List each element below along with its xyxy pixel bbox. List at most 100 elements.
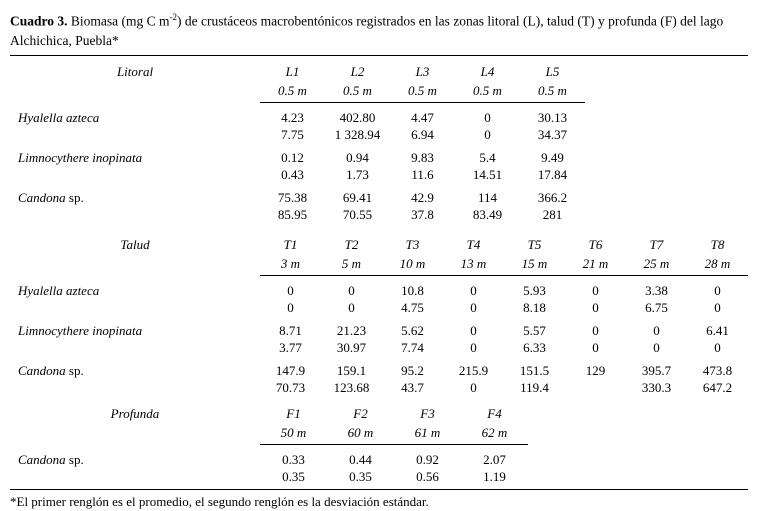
value-cell: 70.73 [275, 379, 306, 395]
value-cell: 0 [592, 322, 599, 338]
value-cell: 473.8 [702, 362, 733, 378]
value-cell: 0 [714, 299, 721, 315]
value-cell: 402.80 [339, 109, 376, 125]
spacer-cell [10, 166, 260, 183]
spacer-cell [10, 424, 260, 445]
value-cell: 2.07 [483, 451, 506, 467]
value-cell: 129 [585, 362, 606, 378]
station-header: T3 [405, 236, 420, 252]
section-title: Talud [120, 236, 150, 252]
value-cell: 0 [470, 282, 477, 298]
depth-header: 5 m [321, 255, 382, 276]
value-cell: 0 [348, 299, 355, 315]
depth-header: 21 m [565, 255, 626, 276]
station-header: L4 [480, 63, 495, 79]
value-cell: 21.23 [336, 322, 367, 338]
value-cell: 395.7 [641, 362, 672, 378]
species-block: Candona sp. 0.33 0.44 0.92 2.07 0.35 0.3… [10, 451, 748, 485]
value-cell: 0 [287, 282, 294, 298]
value-cell: 1.73 [346, 166, 369, 182]
value-cell: 6.41 [706, 322, 729, 338]
species-name: Hyalella azteca [18, 282, 100, 298]
species-block: Limnocythere inopinata 8.71 21.23 5.62 0… [10, 322, 748, 356]
value-cell: 95.2 [401, 362, 424, 378]
value-cell: 0.44 [349, 451, 372, 467]
table-caption: Cuadro 3. Biomasa (mg C m-2) de crustáce… [10, 8, 748, 50]
spacer-cell [10, 206, 260, 223]
species-name: Candona [18, 362, 66, 378]
species-suffix: sp. [65, 189, 84, 205]
section-profunda: Profunda F1 F2 F3 F4 50 m 60 m 61 m 62 m… [10, 404, 748, 485]
depth-header: 0.5 m [260, 82, 325, 103]
section-litoral: Litoral L1 L2 L3 L4 L5 0.5 m 0.5 m 0.5 m… [10, 62, 748, 223]
depth-header: 25 m [626, 255, 687, 276]
station-header: L5 [545, 63, 560, 79]
value-cell: 647.2 [702, 379, 733, 395]
caption-superscript: -2 [169, 12, 178, 22]
value-cell: 0 [470, 322, 477, 338]
species-label: Candona sp. [10, 189, 260, 206]
depth-header: 62 m [461, 424, 528, 445]
value-cell: 83.49 [472, 206, 503, 222]
species-label: Candona sp. [10, 451, 260, 468]
depth-header: 3 m [260, 255, 321, 276]
spacer-cell [10, 82, 260, 103]
value-cell: 330.3 [641, 379, 672, 395]
species-label: Limnocythere inopinata [10, 149, 260, 166]
profunda-header: Profunda F1 F2 F3 F4 50 m 60 m 61 m 62 m [10, 404, 748, 445]
value-cell: 3.38 [645, 282, 668, 298]
species-label: Hyalella azteca [10, 109, 260, 126]
value-cell: 42.9 [411, 189, 434, 205]
value-cell: 5.93 [523, 282, 546, 298]
value-cell: 8.18 [523, 299, 546, 315]
species-block: Hyalella azteca 4.23 402.80 4.47 0 30.13… [10, 109, 748, 143]
value-cell: 14.51 [472, 166, 503, 182]
caption-number: Cuadro 3. [10, 13, 68, 29]
value-cell: 215.9 [458, 362, 489, 378]
value-cell: 0 [470, 379, 477, 395]
value-cell: 69.41 [342, 189, 373, 205]
station-header: F4 [487, 405, 502, 421]
value-cell: 5.57 [523, 322, 546, 338]
section-title: Profunda [110, 405, 160, 421]
value-cell: 0 [470, 299, 477, 315]
footer-divider [10, 488, 748, 490]
value-cell: 1.19 [483, 468, 506, 484]
value-cell: 0.43 [281, 166, 304, 182]
station-header: L1 [285, 63, 300, 79]
depth-header: 15 m [504, 255, 565, 276]
spacer-cell [10, 468, 260, 485]
value-cell: 5.62 [401, 322, 424, 338]
value-cell: 0 [287, 299, 294, 315]
station-header: F1 [286, 405, 301, 421]
station-header: T6 [588, 236, 603, 252]
value-cell: 0.12 [281, 149, 304, 165]
station-header: L2 [350, 63, 365, 79]
value-cell: 7.75 [281, 126, 304, 142]
value-cell: 0 [592, 339, 599, 355]
station-header: F2 [353, 405, 368, 421]
station-header: F3 [420, 405, 435, 421]
value-cell: 4.47 [411, 109, 434, 125]
value-cell: 0 [592, 282, 599, 298]
value-cell: 0 [714, 339, 721, 355]
value-cell: 151.5 [519, 362, 550, 378]
section-title: Litoral [116, 63, 154, 79]
depth-header: 10 m [382, 255, 443, 276]
value-cell: 114 [477, 189, 498, 205]
value-cell: 0.35 [349, 468, 372, 484]
value-cell: 0 [653, 339, 660, 355]
value-cell: 10.8 [401, 282, 424, 298]
species-suffix: sp. [65, 362, 84, 378]
caption-text-2: ) de crustáceos macrobentónicos registra… [177, 13, 724, 29]
value-cell: 4.75 [401, 299, 424, 315]
station-header: T7 [649, 236, 664, 252]
station-header: T2 [344, 236, 359, 252]
value-cell: 5.4 [479, 149, 496, 165]
species-block: Candona sp. 147.9 159.1 95.2 215.9 151.5… [10, 362, 748, 396]
species-label: Candona sp. [10, 362, 260, 379]
depth-header: 13 m [443, 255, 504, 276]
station-header: L3 [415, 63, 430, 79]
title-divider [10, 54, 748, 56]
value-cell: 85.95 [277, 206, 308, 222]
